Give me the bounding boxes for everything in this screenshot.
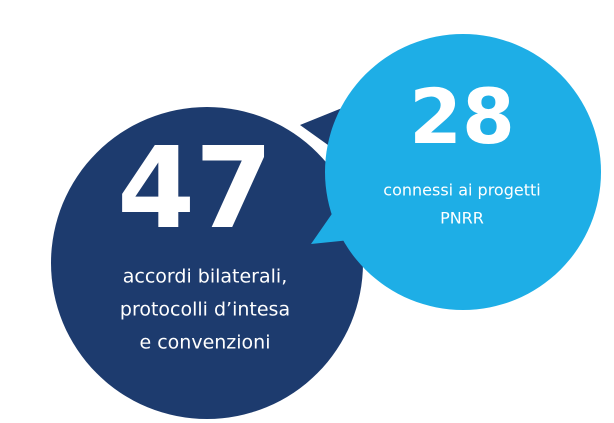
stat-label: protocolli d’intesa <box>120 299 290 321</box>
stat-label: connessi ai progetti <box>383 181 540 200</box>
stat-label: accordi bilaterali, <box>123 266 287 288</box>
bubble-light: 28 connessi ai progetti PNRR <box>311 34 601 310</box>
stat-label: PNRR <box>440 209 484 228</box>
stat-label: e convenzioni <box>139 332 270 354</box>
bubble-dark: 47 accordi bilaterali, protocolli d’inte… <box>51 104 363 419</box>
stat-number: 28 <box>409 72 515 161</box>
bubble-circle <box>51 107 363 419</box>
stat-number: 47 <box>117 124 273 254</box>
bubble-circle <box>325 34 601 310</box>
